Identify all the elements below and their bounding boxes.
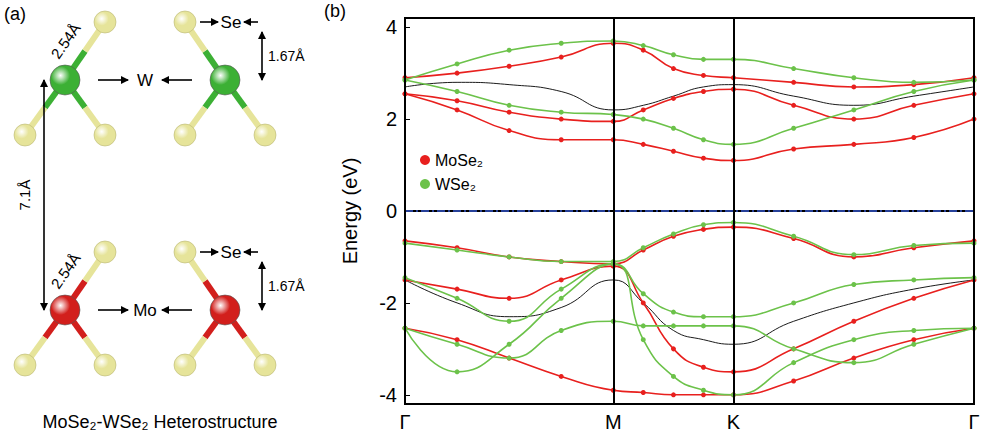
svg-text:1.67Å: 1.67Å bbox=[268, 278, 305, 294]
svg-text:Γ: Γ bbox=[968, 411, 979, 433]
svg-text:Se: Se bbox=[221, 243, 242, 262]
svg-text:1.67Å: 1.67Å bbox=[268, 48, 305, 64]
svg-text:(a): (a) bbox=[4, 4, 26, 24]
svg-text:WSe₂: WSe₂ bbox=[435, 176, 476, 193]
svg-text:-4: -4 bbox=[379, 384, 397, 406]
svg-text:2.54Å: 2.54Å bbox=[47, 250, 83, 292]
svg-text:MoSe₂: MoSe₂ bbox=[435, 152, 483, 169]
svg-text:MoSe₂-WSe₂ Heterostructure: MoSe₂-WSe₂ Heterostructure bbox=[42, 412, 277, 432]
svg-text:2.54Å: 2.54Å bbox=[47, 20, 83, 62]
svg-text:Energy (eV): Energy (eV) bbox=[339, 158, 361, 265]
svg-text:(b): (b) bbox=[324, 1, 346, 21]
svg-text:4: 4 bbox=[386, 16, 397, 38]
svg-text:M: M bbox=[605, 411, 622, 433]
svg-text:-2: -2 bbox=[379, 292, 397, 314]
svg-text:2: 2 bbox=[386, 108, 397, 130]
svg-text:K: K bbox=[727, 411, 741, 433]
svg-text:0: 0 bbox=[386, 200, 397, 222]
svg-text:Se: Se bbox=[221, 13, 242, 32]
svg-text:Mo: Mo bbox=[133, 301, 157, 320]
svg-text:7.1Å: 7.1Å bbox=[16, 180, 33, 211]
svg-text:W: W bbox=[137, 71, 153, 90]
svg-text:Γ: Γ bbox=[399, 411, 410, 433]
